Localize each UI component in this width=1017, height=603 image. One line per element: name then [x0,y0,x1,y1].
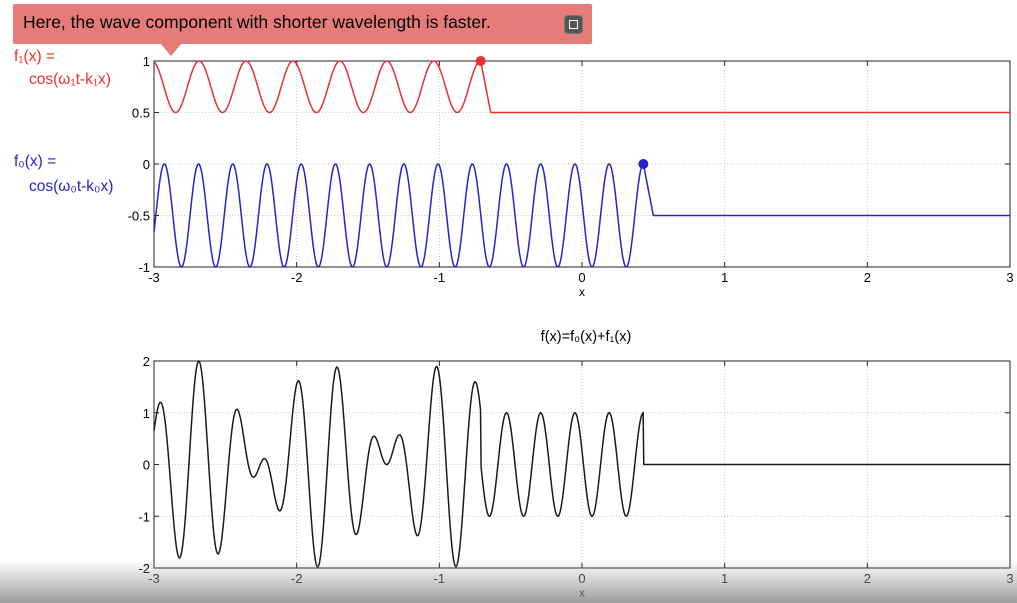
x-tick-label: -1 [434,270,446,285]
f0-label-line1: f₀(x) = [14,153,57,170]
y-tick-label: 0 [143,157,150,172]
y-tick-label: -1 [138,260,150,275]
f1-label-line1: f₁(x) = [14,48,55,65]
y-tick-label: -1 [138,509,150,524]
x-tick-label: 3 [1006,270,1013,285]
x-tick-label: -2 [291,270,303,285]
y-tick-label: -0.5 [128,209,150,224]
series-line [153,360,1010,568]
x-tick-label: 1 [721,270,728,285]
annotation-pointer [160,43,182,56]
annotation-text: Here, the wave component with shorter wa… [23,12,491,32]
x-axis-label: x [579,285,585,299]
wavefront-marker [638,159,649,169]
external-link-icon[interactable] [564,15,583,34]
y-tick-label: 0 [143,458,150,473]
f0-label-line2: cos(ω₀t-k₀x) [29,178,114,195]
y-tick-label: 1 [143,406,150,421]
y-tick-label: 0.5 [132,106,150,121]
chart-title: f(x)=f₀(x)+f₁(x) [541,329,632,345]
series-line [153,162,1010,268]
annotation-callout[interactable]: Here, the wave component with shorter wa… [13,4,592,44]
series-line [153,60,1010,114]
wavefront-marker [475,56,486,66]
x-tick-label: 0 [578,270,585,285]
video-control-bar[interactable] [0,560,1017,603]
y-tick-label: 2 [143,354,150,369]
y-tick-label: 1 [143,54,150,69]
f1-label-line2: cos(ω₁t-k₁x) [29,71,111,88]
x-tick-label: -3 [148,270,160,285]
x-tick-label: 2 [864,270,871,285]
